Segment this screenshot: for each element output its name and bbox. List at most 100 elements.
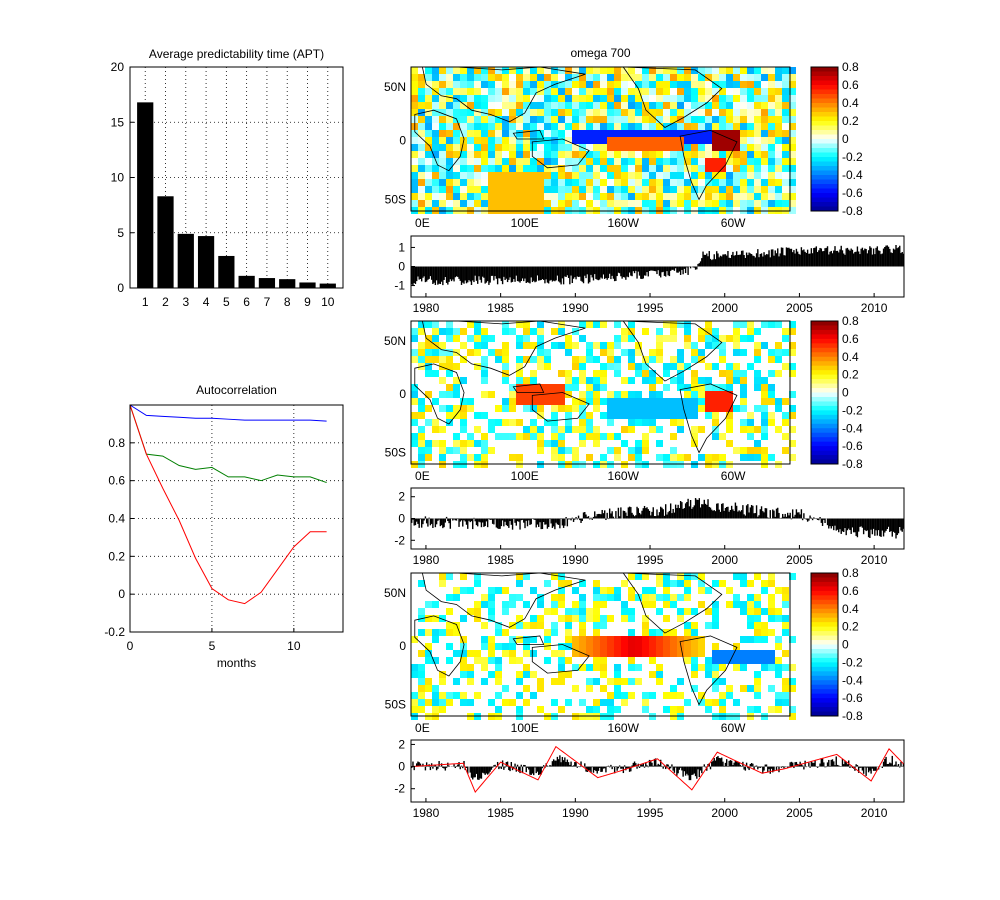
map-cell <box>495 88 502 95</box>
colorbar-swatch <box>811 352 838 358</box>
ts-bar <box>490 518 493 520</box>
map-cell <box>649 391 656 398</box>
map-cell <box>705 335 712 342</box>
map-cell <box>670 685 677 692</box>
ts-bar <box>815 246 818 267</box>
map-cell <box>439 67 446 74</box>
map-cell <box>642 650 649 657</box>
map-cell <box>537 615 544 622</box>
apt-xtick-label: 9 <box>304 295 311 309</box>
ts-bar <box>510 266 513 283</box>
map-cell <box>719 186 726 193</box>
colorbar-swatch <box>811 89 838 95</box>
map-cell <box>446 384 453 391</box>
map-coastline <box>512 129 545 140</box>
ts-bar <box>652 765 654 767</box>
map-cell <box>495 144 502 151</box>
map-cell <box>628 650 635 657</box>
map-cell <box>698 200 705 207</box>
map-cell <box>411 398 418 405</box>
colorbar-tick-label: 0.8 <box>842 566 859 580</box>
ts-bar <box>650 266 652 271</box>
map-coastline <box>421 320 586 376</box>
map-cell <box>523 321 530 328</box>
map-cell <box>516 636 523 643</box>
ts-bar <box>870 247 872 267</box>
map-cell <box>572 158 579 165</box>
map-cell <box>698 699 705 706</box>
map-cell <box>684 95 691 102</box>
map-cell <box>754 109 761 116</box>
map-cell <box>747 636 754 643</box>
map-cell <box>488 88 495 95</box>
ts-bar <box>479 518 481 523</box>
map-cell <box>656 172 663 179</box>
map-cell <box>635 144 642 151</box>
map-cell <box>579 601 586 608</box>
map-cell <box>754 454 761 461</box>
ts-bar <box>717 756 719 767</box>
ts-bar <box>549 266 551 281</box>
map-cell <box>607 130 614 137</box>
map-cell <box>656 650 663 657</box>
map-cell <box>740 123 747 130</box>
map-cell <box>446 405 453 412</box>
ts-bar <box>493 266 495 281</box>
map-cell <box>446 74 453 81</box>
map-cell <box>488 650 495 657</box>
colorbar-swatch <box>811 405 838 411</box>
map-cell <box>740 580 747 587</box>
apt-xtick-label: 6 <box>243 295 250 309</box>
colorbar-swatch <box>811 631 838 637</box>
ts-bar <box>420 266 423 282</box>
map-cell <box>467 165 474 172</box>
ts-bar <box>777 507 779 519</box>
ts-bar <box>503 518 505 527</box>
map-cell <box>628 391 635 398</box>
ts-bar <box>555 518 557 523</box>
map-cell <box>677 580 684 587</box>
map-cell <box>768 95 775 102</box>
map-cell <box>698 165 705 172</box>
map-cell <box>670 179 677 186</box>
ts-bar <box>838 765 840 767</box>
map-cell <box>607 137 614 144</box>
map-cell <box>537 328 544 335</box>
ts-bar <box>743 514 745 519</box>
map-cell <box>754 328 761 335</box>
map-cell <box>726 144 733 151</box>
map-cell <box>747 685 754 692</box>
map-cell <box>495 200 502 207</box>
colorbar-swatch <box>811 684 838 690</box>
ts-bar <box>524 765 526 767</box>
ts-bar <box>612 516 615 519</box>
map-cell <box>719 200 726 207</box>
map-cell <box>642 629 649 636</box>
ts-bar <box>774 516 776 519</box>
colorbar-swatch <box>811 116 838 122</box>
map-cell <box>467 440 474 447</box>
map-cell <box>614 186 621 193</box>
map-cell <box>607 412 614 419</box>
map-cell <box>789 706 796 713</box>
ts-bar <box>570 266 572 276</box>
map-cell <box>775 349 782 356</box>
map-cell <box>705 342 712 349</box>
colorbar-swatch <box>811 143 838 149</box>
map-cell <box>572 685 579 692</box>
ts-bar <box>463 266 465 284</box>
ts-bar <box>509 266 511 278</box>
map-cell <box>453 594 460 601</box>
ts-bar <box>810 517 813 519</box>
ts-bar <box>546 765 549 767</box>
map-cell <box>719 144 726 151</box>
map-cell <box>551 454 558 461</box>
map-cell <box>418 116 425 123</box>
ts-bar <box>767 254 769 267</box>
map-cell <box>677 200 684 207</box>
map-cell <box>698 391 705 398</box>
map-cell <box>425 123 432 130</box>
map-cell <box>705 109 712 116</box>
ts-bar <box>809 766 811 768</box>
ts-bar <box>513 518 515 520</box>
